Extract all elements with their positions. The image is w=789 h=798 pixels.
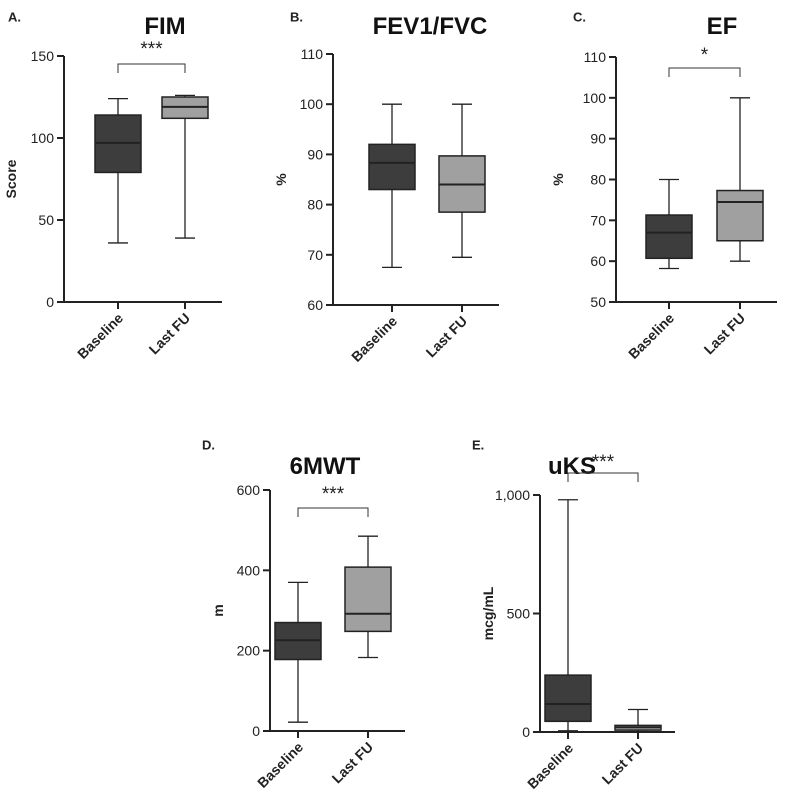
y-tick-label: 90 — [590, 131, 606, 147]
significance-bracket — [117, 63, 186, 73]
y-tick-label: 500 — [507, 606, 531, 622]
x-tick-label: Last FU — [329, 739, 377, 787]
panel-label: B. — [290, 10, 303, 25]
x-tick-label: Baseline — [625, 310, 677, 362]
panel-fev1-fvc: B. FEV1/FVC 60 70 80 90 100 110% Baseline Last FU — [273, 10, 499, 365]
x-tick-label: Baseline — [348, 313, 400, 365]
panel-label: C. — [573, 10, 586, 25]
x-tick-label: Last FU — [146, 310, 194, 358]
y-tick-label: 70 — [590, 212, 606, 228]
significance-bracket — [668, 67, 741, 77]
significance-bracket — [567, 472, 639, 482]
y-tick-label: 150 — [31, 48, 55, 64]
y-tick-label: 50 — [590, 294, 606, 310]
box-baseline — [94, 97, 142, 244]
box-last-fu — [161, 94, 209, 239]
y-axis-label: % — [273, 173, 289, 186]
significance-label: *** — [322, 484, 345, 505]
panel-label: D. — [202, 438, 215, 453]
box-baseline — [368, 103, 416, 269]
chart-title: 6MWT — [290, 453, 361, 480]
panel-ef: C. EF 50 60 70 80 90 100 110% Baseline Last FU * — [550, 10, 777, 362]
significance-label: *** — [140, 39, 163, 60]
y-tick-label: 100 — [583, 90, 607, 106]
chart-title: FIM — [144, 13, 185, 40]
iqr-box — [645, 214, 693, 260]
y-tick-label: 110 — [584, 49, 607, 65]
y-tick-label: 90 — [307, 146, 323, 162]
box-last-fu — [716, 97, 764, 262]
y-tick-label: 110 — [301, 46, 324, 62]
y-axis-label: m — [210, 604, 226, 616]
y-axis-label: Score — [3, 159, 19, 198]
box-last-fu — [438, 103, 486, 258]
y-axis-label: mcg/mL — [480, 586, 496, 640]
y-tick-label: 70 — [307, 247, 323, 263]
x-tick-label: Last FU — [701, 310, 749, 358]
y-tick-label: 50 — [38, 212, 54, 228]
chart-title: FEV1/FVC — [373, 13, 488, 40]
significance-label: *** — [592, 452, 615, 473]
x-tick-label: Baseline — [524, 740, 576, 792]
box-baseline — [645, 178, 693, 270]
iqr-box — [544, 674, 592, 723]
box-last-fu — [614, 708, 662, 733]
y-tick-label: 100 — [300, 96, 324, 112]
panel-label: E. — [472, 438, 484, 453]
x-tick-label: Last FU — [599, 740, 647, 788]
iqr-box — [716, 189, 764, 242]
y-tick-label: 0 — [522, 724, 530, 740]
x-tick-label: Baseline — [254, 739, 306, 791]
x-tick-label: Baseline — [74, 310, 126, 362]
iqr-box — [368, 143, 416, 191]
chart-title: EF — [707, 13, 738, 40]
y-tick-label: 0 — [252, 723, 260, 739]
significance-bracket — [297, 507, 369, 517]
chart-title: uKS — [548, 453, 596, 480]
y-tick-label: 0 — [46, 294, 54, 310]
y-tick-label: 200 — [237, 643, 261, 659]
y-tick-label: 80 — [307, 197, 323, 213]
y-tick-label: 600 — [237, 482, 261, 498]
y-tick-label: 80 — [590, 172, 606, 188]
panel-uks: E. uKS 0 500 1,000 mcg/mL Baseline Last FU *** — [472, 438, 675, 792]
box-last-fu — [344, 535, 392, 659]
x-tick-label: Last FU — [423, 313, 471, 361]
box-baseline — [274, 581, 322, 723]
y-tick-label: 60 — [307, 297, 323, 313]
iqr-box — [344, 566, 392, 633]
box-baseline — [544, 499, 592, 732]
y-axis-label: % — [550, 173, 566, 186]
y-tick-label: 100 — [31, 130, 55, 146]
significance-label: * — [701, 45, 709, 66]
y-tick-label: 1,000 — [495, 487, 530, 503]
panel-label: A. — [8, 10, 21, 25]
y-tick-label: 60 — [590, 253, 606, 269]
y-tick-label: 400 — [237, 562, 261, 578]
panel-6mwt: D. 6MWT 0 200 400 600 m Baseline Last FU *** — [202, 438, 405, 791]
panel-fim: A. FIM 0 50 100 150 Score Baseline Last FU *** — [3, 10, 222, 362]
